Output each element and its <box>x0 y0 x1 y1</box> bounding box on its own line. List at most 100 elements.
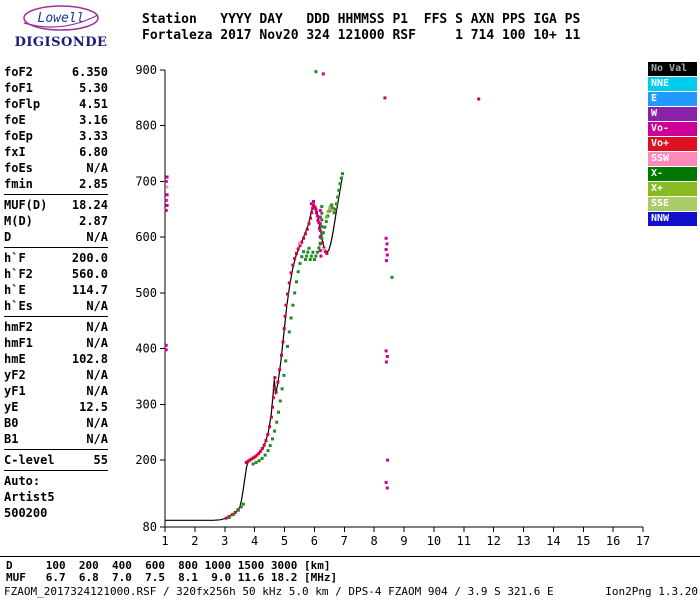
param-name: Artist5 <box>4 490 55 504</box>
param-row-hf2: h`F2 560.0 <box>4 266 108 282</box>
status-bar: FZAOM_2017324121000.RSF / 320fx256h 50 k… <box>4 585 698 598</box>
echo-point <box>164 208 168 212</box>
param-name: h`Es <box>4 299 33 313</box>
param-value: 560.0 <box>71 267 108 281</box>
echo-point <box>312 203 315 207</box>
param-name: yF2 <box>4 368 26 382</box>
echo-point <box>306 250 310 254</box>
echo-point <box>271 405 274 409</box>
param-row-hes: h`Es N/A <box>4 298 108 314</box>
x-tick-label: 8 <box>371 534 378 548</box>
echo-point <box>328 206 332 210</box>
echo-point <box>251 456 255 460</box>
echo-point <box>330 208 334 212</box>
echo-point <box>312 200 315 203</box>
param-value: N/A <box>86 368 108 382</box>
param-value: N/A <box>86 320 108 334</box>
echo-point <box>296 270 300 274</box>
status-file-info: FZAOM_2017324121000.RSF / 320fx256h 50 k… <box>4 585 554 598</box>
direction-legend: No Val NNE E W Vo- Vo+ SSW X- X+ SSE NNW <box>648 62 697 227</box>
echo-point <box>303 258 307 261</box>
param-value: 18.24 <box>71 198 108 212</box>
echo-point <box>255 453 259 457</box>
x-mode-echo <box>227 70 394 519</box>
echo-point <box>320 218 324 222</box>
echo-point <box>260 446 264 450</box>
echo-point <box>263 453 267 457</box>
echo-point <box>390 275 394 279</box>
echo-point <box>383 96 387 100</box>
echo-point <box>239 505 243 509</box>
legend-item-vo-: Vo- <box>648 122 697 136</box>
echo-point <box>336 195 340 199</box>
param-row-d: D N/A <box>4 229 108 245</box>
echo-point <box>308 258 312 261</box>
echo-point <box>314 207 318 211</box>
param-row-md: M(D) 2.87 <box>4 213 108 229</box>
echo-point <box>295 251 298 255</box>
param-row-500200: 500200 <box>4 505 108 521</box>
param-group: hmF2 N/A hmF1 N/A hmE 102.8 yF2 N/A yF1 N/A yE 12.5… <box>4 317 108 450</box>
echo-point <box>224 516 228 520</box>
echo-point <box>305 227 309 231</box>
param-name: foE <box>4 113 26 127</box>
echo-point <box>268 425 272 429</box>
echo-point <box>164 343 168 347</box>
param-name: B1 <box>4 432 19 446</box>
param-value: 6.350 <box>71 65 108 79</box>
echo-point <box>324 215 328 219</box>
ssw-echo <box>165 185 334 251</box>
echo-point <box>337 188 341 192</box>
param-value: N/A <box>86 299 108 313</box>
echo-point <box>332 211 336 215</box>
echo-point <box>384 259 388 263</box>
param-name: MUF(D) <box>4 198 48 212</box>
param-name: foEp <box>4 129 33 143</box>
echo-point <box>323 225 327 229</box>
legend-item-nne: NNE <box>648 77 697 91</box>
echo-point <box>300 255 304 259</box>
legend-item-noval: No Val <box>648 62 697 76</box>
echo-point <box>318 226 321 230</box>
trace-line <box>165 176 344 521</box>
param-value: N/A <box>86 432 108 446</box>
param-value: 55 <box>93 453 108 467</box>
param-row-yf2: yF2 N/A <box>4 367 108 383</box>
param-row-hmf1: hmF1 N/A <box>4 335 108 351</box>
echo-point <box>283 314 287 318</box>
y-tick-label: 800 <box>135 119 157 133</box>
ionogram-chart: 80 200 300 400 500 600 700 800 900 1 2 3 4 5 6 7 8 9 10 11 1… <box>118 56 680 556</box>
echo-point <box>307 222 311 226</box>
muf-row: MUF 6.7 6.8 7.0 7.5 8.1 9.0 11.6 18.2 [M… <box>6 571 338 584</box>
param-value: 114.7 <box>71 283 108 297</box>
param-value: 3.16 <box>79 113 108 127</box>
echo-point <box>320 236 324 240</box>
echo-point <box>314 70 318 74</box>
d-distance-row: D 100 200 400 600 800 1000 1500 3000 [km… <box>6 559 331 572</box>
echo-point <box>248 458 252 462</box>
echo-point <box>324 220 328 224</box>
echo-point <box>317 246 321 250</box>
param-value: N/A <box>86 384 108 398</box>
param-name: yF1 <box>4 384 26 398</box>
echo-point <box>477 97 481 101</box>
param-value: 2.85 <box>79 177 108 191</box>
echo-point <box>287 330 291 334</box>
echo-point <box>318 249 322 253</box>
station-header: Station YYYY DAY DDD HHMMSS P1 FFS S AXN… <box>142 12 580 44</box>
echo-point <box>331 206 335 210</box>
param-row-fof1: foF1 5.30 <box>4 80 108 96</box>
echo-point <box>250 457 254 461</box>
x-tick-label: 9 <box>400 534 407 548</box>
echo-point <box>313 205 317 209</box>
echo-point <box>282 373 286 377</box>
param-name: fmin <box>4 177 33 191</box>
param-row-ye: yE 12.5 <box>4 399 108 415</box>
param-row-foes: foEs N/A <box>4 160 108 176</box>
echo-point <box>314 254 318 258</box>
echo-point <box>325 251 329 255</box>
param-value: 12.5 <box>79 400 108 414</box>
echo-point <box>318 229 322 232</box>
param-row-fxi: fxI 6.80 <box>4 144 108 160</box>
echo-point <box>293 256 297 260</box>
